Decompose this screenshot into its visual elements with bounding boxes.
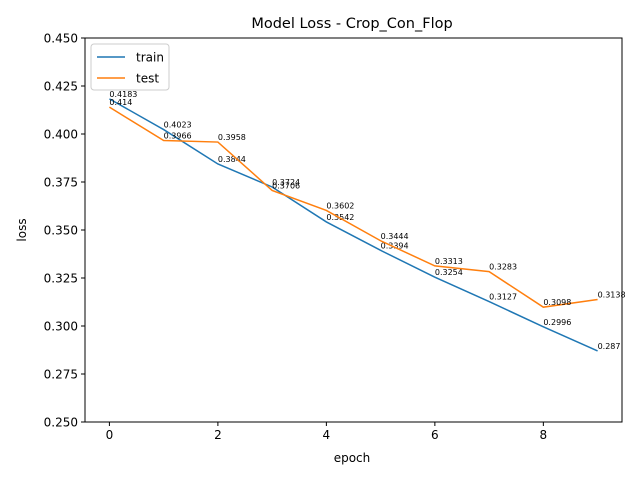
data-label-train-6: 0.3254 [435,268,463,277]
y-tick-label: 0.400 [44,128,78,142]
y-axis-label: loss [15,218,29,241]
data-label-test-5: 0.3444 [381,232,409,241]
y-tick-label: 0.250 [44,416,78,430]
data-label-train-3: 0.3724 [272,178,300,187]
series-line-train [109,98,598,352]
data-label-test-2: 0.3958 [218,133,246,142]
y-axis: 0.250 0.275 0.300 0.325 0.350 0.375 0.400 0.425… [44,32,85,430]
data-label-test-7: 0.3283 [489,263,517,272]
data-label-train-8: 0.2996 [543,318,571,327]
data-label-test-4: 0.3602 [326,201,354,210]
plot-area: 0.41830.40230.38440.37240.35420.33940.32… [84,37,626,423]
x-tick-label: 6 [431,428,439,442]
legend: train test [90,43,170,91]
x-tick-label: 2 [214,428,222,442]
data-label-test-6: 0.3313 [435,257,463,266]
legend-label-train: train [136,51,164,65]
x-axis-label: epoch [334,451,371,465]
data-label-test-0: 0.414 [109,98,132,107]
data-label-train-7: 0.3127 [489,293,517,302]
x-tick-label: 4 [323,428,331,442]
y-tick-label: 0.275 [44,368,78,382]
data-label-train-5: 0.3394 [381,241,409,250]
y-tick-label: 0.450 [44,32,78,46]
data-label-train-1: 0.4023 [164,121,192,130]
x-axis: 0 2 4 6 8 [106,422,548,442]
y-tick-label: 0.425 [44,80,78,94]
series-line-test [109,106,598,308]
y-tick-label: 0.375 [44,176,78,190]
data-label-train-0: 0.4183 [109,90,137,99]
chart-title: Model Loss - Crop_Con_Flop [251,16,452,32]
legend-label-test: test [136,72,159,86]
data-label-test-9: 0.3138 [598,291,626,300]
plot-frame [84,37,623,423]
data-label-test-3: 0.3706 [272,181,300,190]
x-tick-label: 8 [540,428,548,442]
data-label-test-8: 0.3098 [543,298,571,307]
x-tick-label: 0 [106,428,114,442]
data-label-train-9: 0.287 [598,342,621,351]
y-tick-label: 0.325 [44,272,78,286]
y-tick-label: 0.300 [44,320,78,334]
y-tick-label: 0.350 [44,224,78,238]
data-label-train-2: 0.3844 [218,155,246,164]
data-label-test-1: 0.3966 [164,132,192,141]
